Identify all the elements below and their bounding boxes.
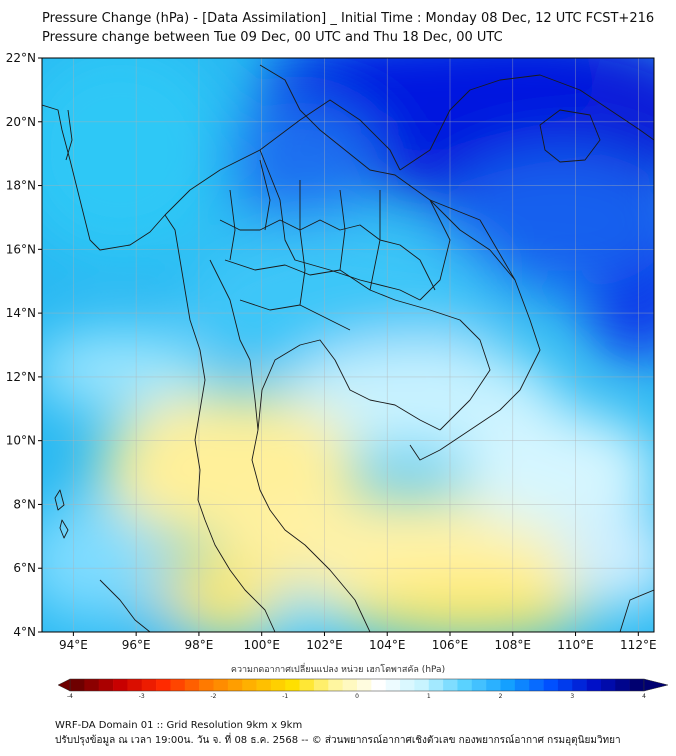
lon-tick-label: 100°E	[243, 638, 280, 652]
colorbar-segment	[270, 679, 286, 691]
colorbar-segment	[443, 679, 458, 691]
colorbar-tick-label: -3	[139, 693, 145, 700]
colorbar-tick-label: -2	[211, 693, 217, 700]
colorbar-tick-label: -4	[67, 693, 73, 700]
colorbar-segment	[428, 679, 444, 691]
colorbar: -4 -3 -2 -1 0 1 2 3 4	[57, 678, 669, 700]
lat-tick-label: 22°N	[6, 51, 36, 65]
colorbar-segment	[342, 679, 358, 691]
colorbar-tick-label: 0	[355, 693, 359, 700]
colorbar-segment	[385, 679, 401, 691]
colorbar-segment	[84, 679, 99, 691]
colorbar-segment	[514, 679, 530, 691]
colorbar-segment	[600, 679, 616, 691]
colorbar-segment	[313, 679, 329, 691]
lon-tick-label: 96°E	[122, 638, 151, 652]
colorbar-segment	[557, 679, 573, 691]
colorbar-tick-label: 3	[570, 693, 574, 700]
lon-tick-label: 108°E	[495, 638, 532, 652]
colorbar-segment	[184, 679, 200, 691]
lon-tick-label: 110°E	[557, 638, 594, 652]
colorbar-segment	[371, 679, 386, 691]
colorbar-segment	[500, 679, 516, 691]
colorbar-segment	[586, 679, 602, 691]
colorbar-segment	[227, 679, 243, 691]
colorbar-segment	[156, 679, 171, 691]
lon-tick-label: 106°E	[432, 638, 469, 652]
latitude-axis: 22°N 20°N 18°N 16°N 14°N 12°N 10°N 8°N 6°N 4°N	[6, 51, 42, 639]
map-subtitle: Pressure change between Tue 09 Dec, 00 U…	[42, 30, 503, 45]
colorbar-segment	[486, 679, 501, 691]
colorbar-high-arrow	[643, 678, 669, 692]
lon-tick-label: 102°E	[306, 638, 343, 652]
colorbar-tick-label: 2	[499, 693, 503, 700]
colorbar-segment	[400, 679, 415, 691]
map-title: Pressure Change (hPa) - [Data Assimilati…	[42, 11, 655, 26]
colorbar-tick-label: 4	[642, 693, 646, 700]
lon-tick-label: 98°E	[184, 638, 213, 652]
lat-tick-label: 6°N	[13, 561, 36, 575]
lat-tick-label: 20°N	[6, 115, 36, 129]
lat-tick-label: 18°N	[6, 179, 36, 193]
colorbar-segment	[615, 679, 630, 691]
colorbar-segment	[299, 679, 315, 691]
colorbar-segment	[471, 679, 487, 691]
lat-tick-label: 8°N	[13, 497, 36, 511]
colorbar-segment	[256, 679, 272, 691]
pressure-field	[42, 58, 654, 632]
colorbar-segment	[457, 679, 473, 691]
colorbar-label: ความกดอากาศเปลี่ยนแปลง หน่วย เฮกโตพาสคัล…	[230, 665, 446, 675]
lat-tick-label: 12°N	[6, 370, 36, 384]
colorbar-segment	[199, 679, 214, 691]
lat-tick-label: 16°N	[6, 242, 36, 256]
coastlines-borders	[42, 64, 654, 632]
colorbar-segment	[414, 679, 430, 691]
colorbar-tick-label: -1	[282, 693, 288, 700]
footer-model-info: WRF-DA Domain 01 :: Grid Resolution 9km …	[55, 720, 303, 731]
colorbar-segment	[70, 679, 85, 691]
map-frame	[41, 57, 655, 633]
colorbar-tick-label: 1	[427, 693, 431, 700]
colorbar-segment	[127, 679, 143, 691]
footer-credits: ปรับปรุงข้อมูล ณ เวลา 19:00น. วัน จ. ที่…	[55, 735, 621, 746]
lon-tick-label: 112°E	[620, 638, 657, 652]
colorbar-segment	[543, 679, 559, 691]
lat-tick-label: 14°N	[6, 306, 36, 320]
colorbar-segment	[572, 679, 587, 691]
colorbar-segment	[242, 679, 257, 691]
colorbar-segment	[529, 679, 544, 691]
colorbar-segment	[357, 679, 372, 691]
lat-tick-label: 4°N	[13, 625, 36, 639]
colorbar-segment	[213, 679, 229, 691]
colorbar-segment	[98, 679, 114, 691]
longitude-axis: 94°E 96°E 98°E 100°E 102°E 104°E 106°E 108°E 110…	[59, 632, 657, 652]
lon-tick-label: 104°E	[369, 638, 406, 652]
colorbar-segment	[113, 679, 128, 691]
colorbar-segment	[629, 679, 645, 691]
lon-tick-label: 94°E	[59, 638, 88, 652]
colorbar-segment	[328, 679, 343, 691]
lat-tick-label: 10°N	[6, 434, 36, 448]
colorbar-segment	[170, 679, 186, 691]
colorbar-low-arrow	[57, 678, 71, 692]
colorbar-segment	[285, 679, 300, 691]
colorbar-segment	[141, 679, 157, 691]
